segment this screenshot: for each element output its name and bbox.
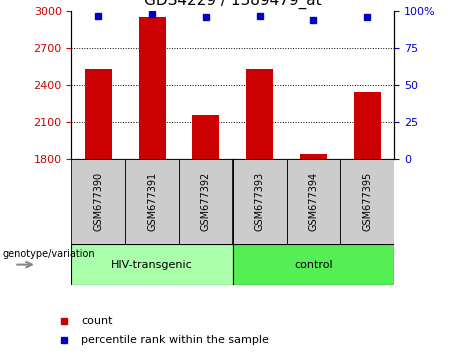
Text: control: control	[294, 259, 333, 270]
Bar	[179, 159, 233, 244]
Bar	[287, 159, 340, 244]
Text: count: count	[81, 316, 112, 326]
Bar	[139, 17, 165, 159]
Text: GSM677392: GSM677392	[201, 172, 211, 232]
Bar	[300, 154, 327, 159]
Bar	[354, 92, 381, 159]
Text: genotype/variation: genotype/variation	[2, 249, 95, 259]
Bar	[233, 159, 287, 244]
Bar	[340, 159, 394, 244]
Bar	[125, 159, 179, 244]
Bar	[71, 159, 125, 244]
Text: GSM677391: GSM677391	[147, 172, 157, 232]
Bar	[71, 244, 233, 285]
Title: GDS4229 / 1389479_at: GDS4229 / 1389479_at	[144, 0, 322, 9]
Text: GSM677395: GSM677395	[362, 172, 372, 232]
Bar	[246, 69, 273, 159]
Bar	[233, 244, 394, 285]
Text: GSM677393: GSM677393	[254, 172, 265, 232]
Text: GSM677390: GSM677390	[93, 172, 103, 232]
Text: GSM677394: GSM677394	[308, 172, 319, 232]
Bar	[193, 115, 219, 159]
Text: HIV-transgenic: HIV-transgenic	[111, 259, 193, 270]
Bar	[85, 69, 112, 159]
Text: percentile rank within the sample: percentile rank within the sample	[81, 335, 269, 345]
